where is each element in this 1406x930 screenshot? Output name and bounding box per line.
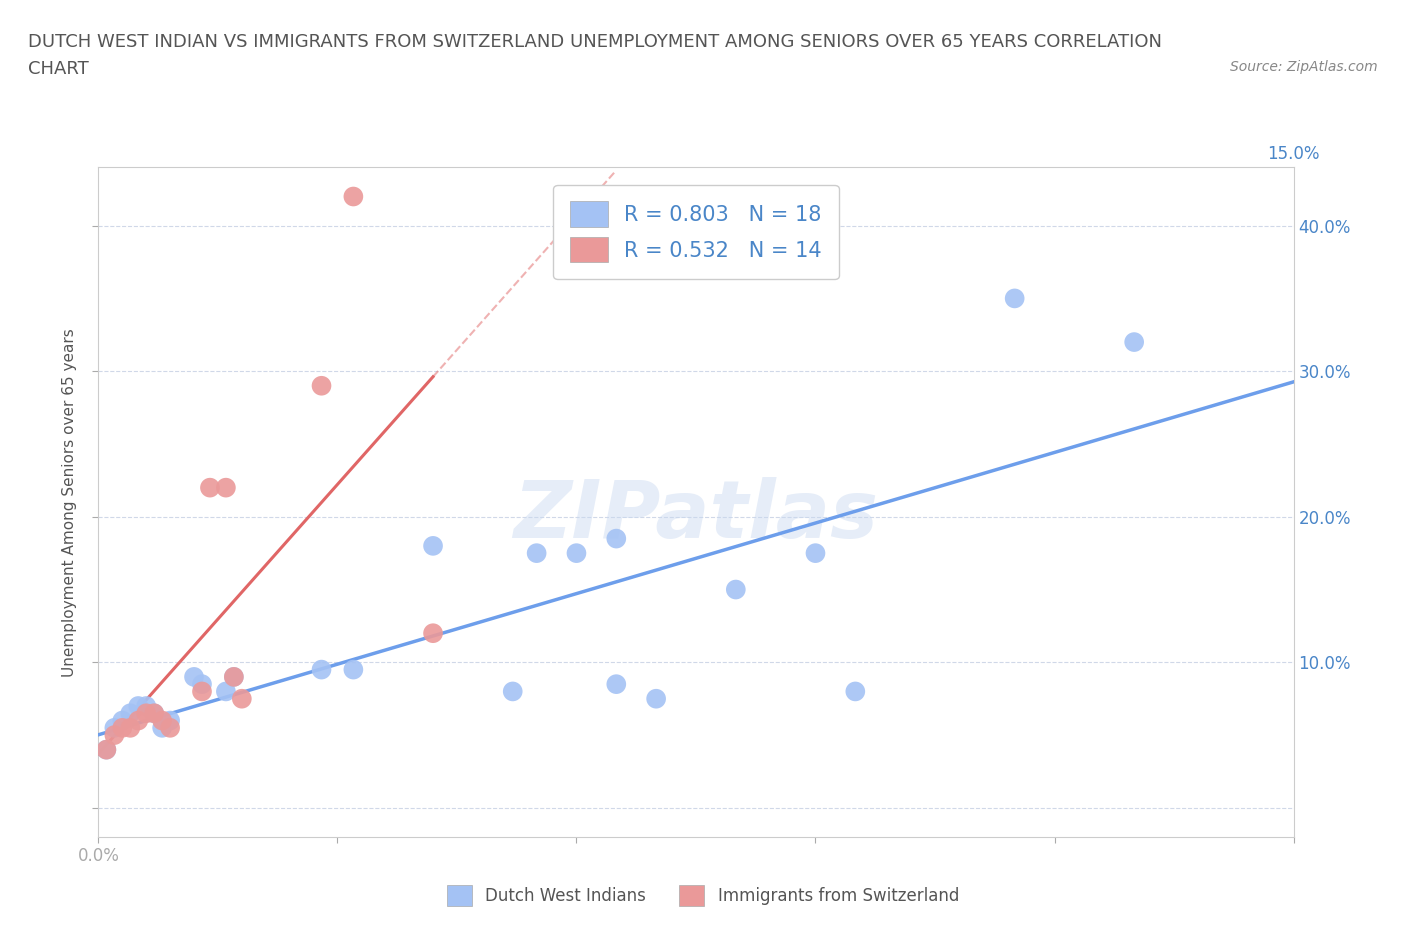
- Point: [135, 698, 157, 713]
- Point: [422, 626, 444, 641]
- Point: [215, 684, 238, 698]
- Point: [150, 713, 173, 728]
- Point: [342, 189, 364, 204]
- Point: [96, 742, 118, 757]
- Point: [143, 706, 166, 721]
- Point: [565, 546, 588, 561]
- Point: [127, 698, 149, 713]
- Point: [222, 670, 245, 684]
- Point: [198, 480, 221, 495]
- Point: [127, 713, 149, 728]
- Text: CHART: CHART: [28, 60, 89, 78]
- Point: [311, 379, 333, 393]
- Point: [311, 662, 333, 677]
- Point: [96, 742, 118, 757]
- Point: [103, 727, 125, 742]
- Point: [191, 677, 214, 692]
- Text: DUTCH WEST INDIAN VS IMMIGRANTS FROM SWITZERLAND UNEMPLOYMENT AMONG SENIORS OVER: DUTCH WEST INDIAN VS IMMIGRANTS FROM SWI…: [28, 33, 1163, 50]
- Point: [143, 706, 166, 721]
- Point: [342, 662, 364, 677]
- Point: [605, 531, 627, 546]
- Point: [724, 582, 747, 597]
- Point: [183, 670, 205, 684]
- Point: [526, 546, 548, 561]
- Point: [645, 691, 668, 706]
- Point: [422, 538, 444, 553]
- Text: ZIPatlas: ZIPatlas: [513, 476, 879, 554]
- Y-axis label: Unemployment Among Seniors over 65 years: Unemployment Among Seniors over 65 years: [62, 328, 77, 677]
- Point: [135, 706, 157, 721]
- Legend: Dutch West Indians, Immigrants from Switzerland: Dutch West Indians, Immigrants from Swit…: [440, 879, 966, 912]
- Point: [215, 480, 238, 495]
- Point: [120, 721, 142, 736]
- Point: [159, 713, 181, 728]
- Point: [103, 721, 125, 736]
- Point: [191, 684, 214, 698]
- Point: [502, 684, 524, 698]
- Point: [804, 546, 827, 561]
- Point: [844, 684, 866, 698]
- Point: [120, 706, 142, 721]
- Point: [111, 713, 134, 728]
- Text: Source: ZipAtlas.com: Source: ZipAtlas.com: [1230, 60, 1378, 74]
- Point: [150, 721, 173, 736]
- Point: [1123, 335, 1146, 350]
- Point: [1004, 291, 1026, 306]
- Point: [111, 721, 134, 736]
- Point: [231, 691, 253, 706]
- Legend: R = 0.803   N = 18, R = 0.532   N = 14: R = 0.803 N = 18, R = 0.532 N = 14: [554, 184, 838, 279]
- Point: [222, 670, 245, 684]
- Point: [159, 721, 181, 736]
- Point: [605, 677, 627, 692]
